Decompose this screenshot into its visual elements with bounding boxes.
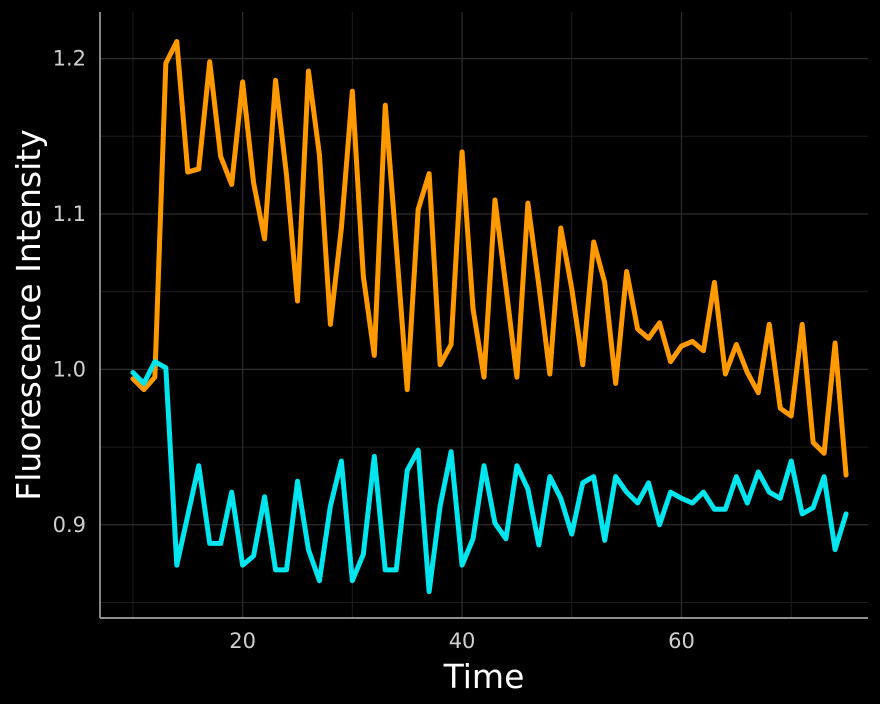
series-group — [130, 39, 849, 595]
series-line-2 — [130, 359, 849, 595]
y-tick-label: 0.9 — [53, 513, 86, 537]
y-tick-label: 1.1 — [53, 202, 86, 226]
x-tick-label: 60 — [668, 629, 695, 653]
grid — [100, 12, 868, 618]
y-axis-title: Fluorescence Intensity — [9, 129, 48, 501]
x-tick-label: 20 — [229, 629, 256, 653]
y-tick-label: 1.0 — [53, 357, 86, 381]
y-tick-label: 1.2 — [53, 47, 86, 71]
series-line-1 — [130, 39, 849, 478]
x-tick-label: 40 — [449, 629, 476, 653]
x-axis-title: Time — [443, 657, 525, 696]
y-tick-labels: 0.9 1.0 1.1 1.2 — [53, 47, 86, 537]
x-tick-labels: 20 40 60 — [229, 629, 695, 653]
